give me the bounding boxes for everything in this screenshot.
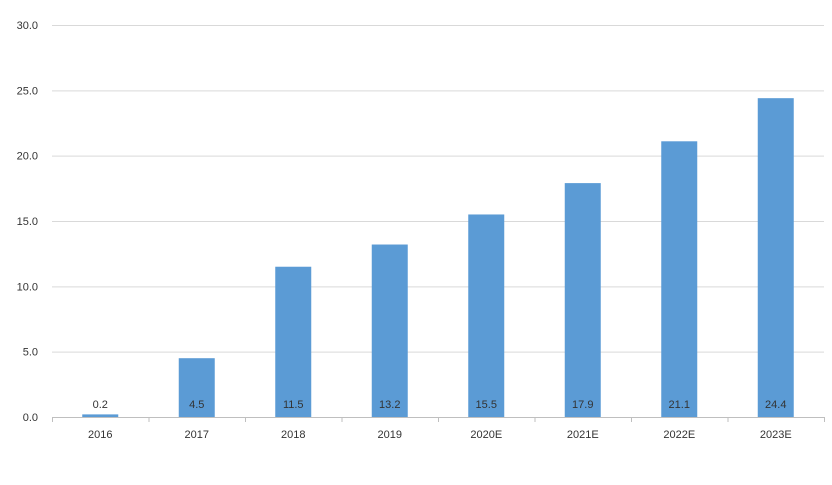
data-label-2022E: 21.1 (669, 399, 690, 411)
y-tick-label-5: 25.0 (17, 85, 38, 97)
x-tick-label-2022E: 2022E (663, 429, 695, 441)
grid-lines (52, 25, 824, 353)
bar-2023E (757, 98, 794, 417)
x-tick-label-2018: 2018 (281, 429, 305, 441)
bar-2017 (178, 358, 215, 417)
bar-2016 (82, 414, 119, 417)
y-tick-label-4: 20.0 (17, 151, 38, 163)
y-tick-label-6: 30.0 (17, 20, 38, 32)
data-label-2019: 13.2 (379, 399, 400, 411)
data-label-2020E: 15.5 (476, 399, 497, 411)
y-tick-label-2: 10.0 (17, 281, 38, 293)
x-tick-label-2023E: 2023E (760, 429, 792, 441)
bar-2018 (275, 266, 312, 417)
x-tick-label-2017: 2017 (185, 429, 209, 441)
x-tick-label-2019: 2019 (378, 429, 402, 441)
y-axis-tick-labels: 0.0 5.0 10.0 15.0 20.0 25.0 30.0 (17, 20, 38, 424)
y-tick-label-0: 0.0 (23, 412, 38, 424)
bar-2022E (661, 141, 698, 417)
x-tick-label-2021E: 2021E (567, 429, 599, 441)
data-label-2018: 11.5 (283, 399, 304, 411)
x-tick-label-2016: 2016 (88, 429, 112, 441)
bar-2021E (564, 183, 601, 417)
x-axis (52, 417, 825, 422)
bar-2019 (371, 244, 408, 417)
data-labels: 0.2 4.5 11.5 13.2 15.5 17.9 21.1 24.4 (93, 399, 787, 411)
bars (82, 98, 794, 417)
data-label-2016: 0.2 (93, 399, 108, 411)
y-tick-label-3: 15.0 (17, 216, 38, 228)
x-tick-label-2020E: 2020E (470, 429, 502, 441)
y-tick-label-1: 5.0 (23, 347, 38, 359)
data-label-2021E: 17.9 (572, 399, 593, 411)
x-axis-tick-labels: 2016 2017 2018 2019 2020E 2021E 2022E 2023E (88, 429, 792, 441)
bar-2020E (468, 214, 505, 417)
data-label-2017: 4.5 (189, 399, 204, 411)
data-label-2023E: 24.4 (765, 399, 786, 411)
